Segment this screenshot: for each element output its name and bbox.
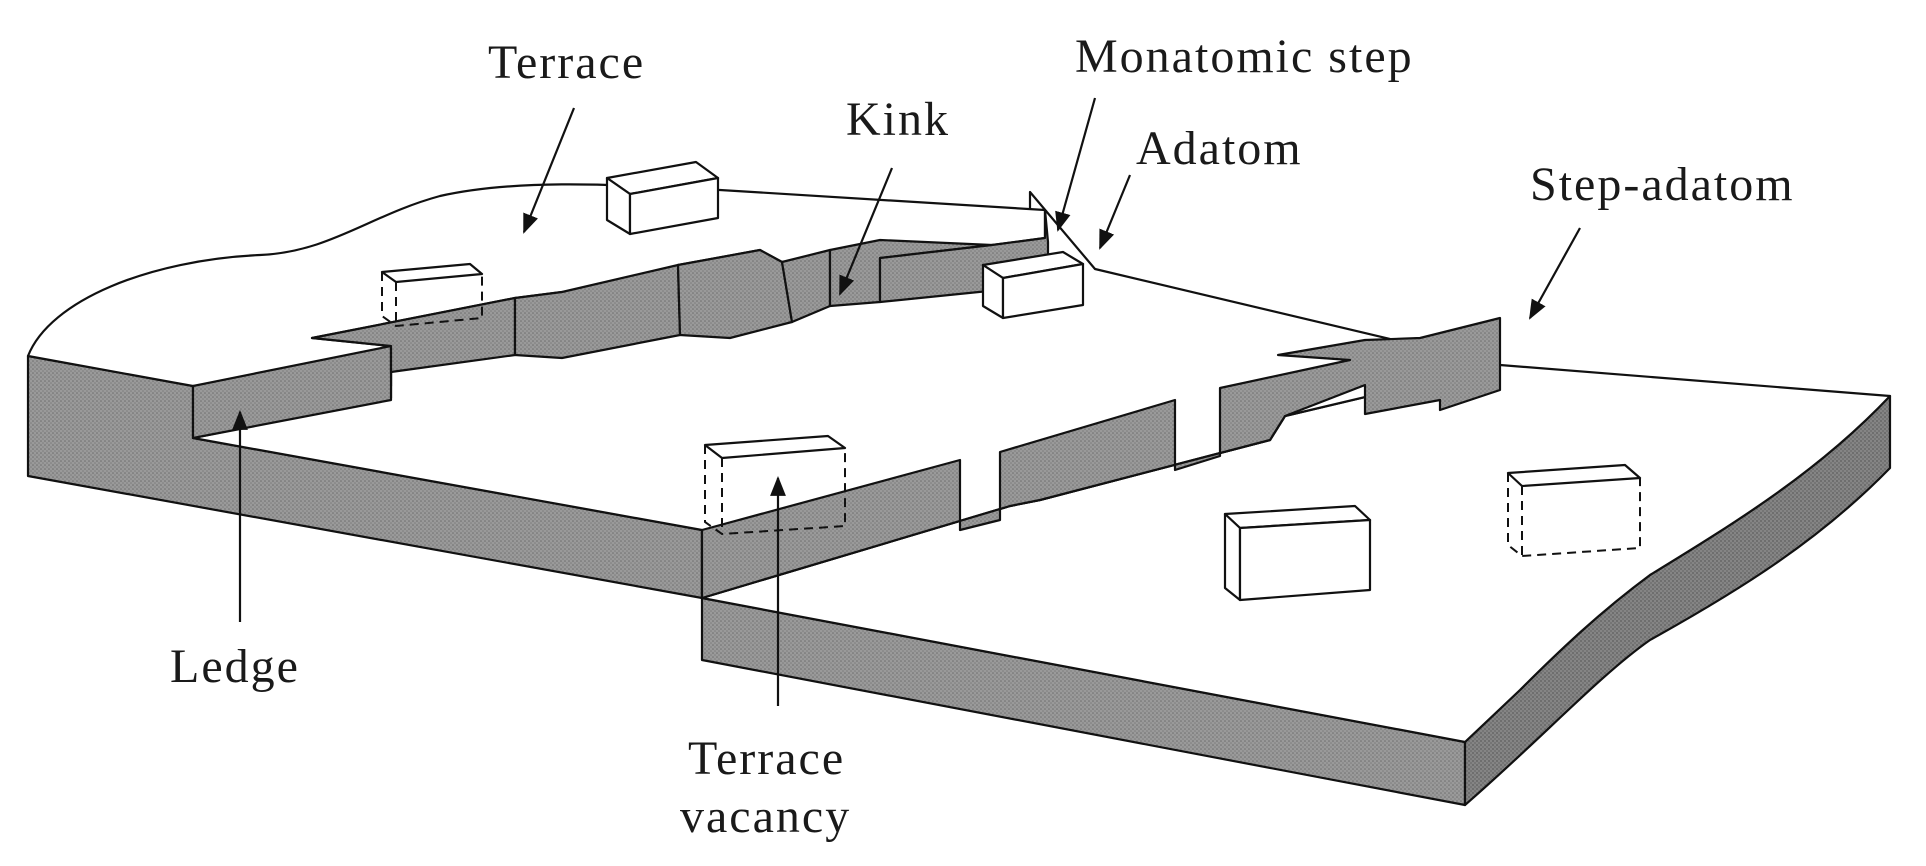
middle-step-face <box>700 316 1502 600</box>
step-adatom-arrow <box>1529 227 1581 320</box>
label-terrace: Terrace <box>488 36 645 89</box>
label-kink: Kink <box>846 93 950 146</box>
adatom-cube-upper <box>605 160 720 236</box>
vacancy-upper <box>380 262 484 328</box>
vacancy-middle <box>703 434 847 536</box>
adatom-cube-lower <box>1223 504 1372 602</box>
terrace-arrow <box>522 107 576 234</box>
monatomic-step-arrow <box>1055 97 1097 232</box>
adatom-arrow <box>1098 174 1132 250</box>
label-terrace-vacancy-line2: vacancy <box>680 790 851 843</box>
label-terrace-vacancy-line1: Terrace <box>688 732 845 785</box>
label-monatomic-step: Monatomic step <box>1075 30 1414 83</box>
adatom-cube <box>981 250 1085 320</box>
vacancy-lower <box>1506 463 1642 558</box>
kink-arrow <box>838 167 894 296</box>
middle-slab <box>26 190 1502 600</box>
label-ledge: Ledge <box>170 640 300 693</box>
label-step-adatom: Step-adatom <box>1530 158 1795 211</box>
label-adatom: Adatom <box>1136 122 1303 175</box>
upper-step-face-4 <box>676 248 794 340</box>
upper-slab <box>26 183 1050 440</box>
